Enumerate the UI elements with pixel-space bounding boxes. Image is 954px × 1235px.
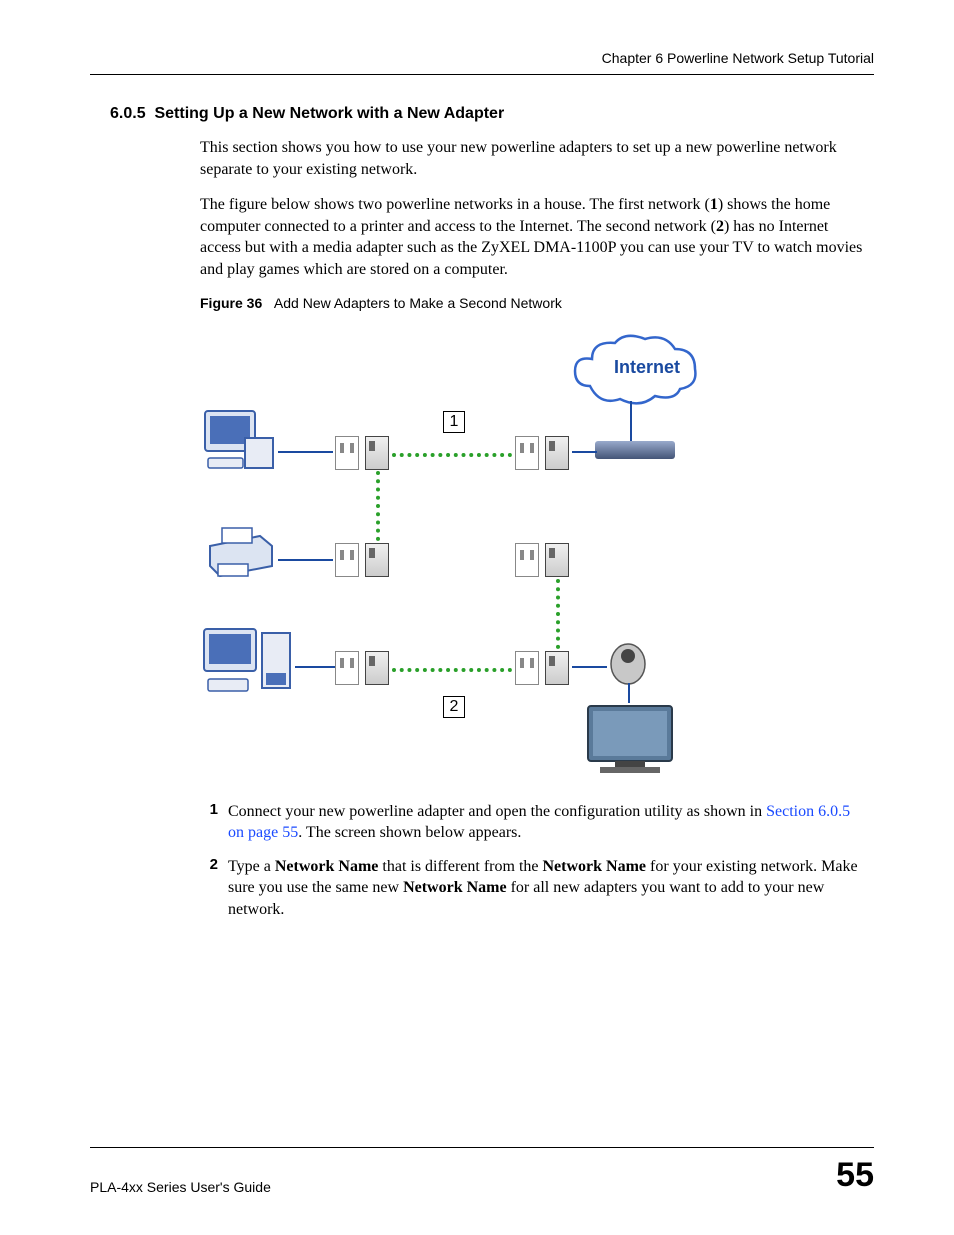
- powerline-link-icon: [392, 668, 512, 672]
- powerline-link-icon: [556, 579, 560, 649]
- footer-guide-title: PLA-4xx Series User's Guide: [90, 1179, 271, 1195]
- figure-title: Add New Adapters to Make a Second Networ…: [274, 295, 562, 311]
- wire-icon: [278, 559, 333, 561]
- media-adapter-icon: [608, 636, 648, 686]
- wire-icon: [295, 666, 335, 668]
- figure-caption: Figure 36 Add New Adapters to Make a Sec…: [200, 295, 874, 311]
- outlet-icon: [515, 651, 539, 685]
- wire-icon: [628, 683, 630, 703]
- printer-icon: [200, 526, 280, 581]
- network-label-2: 2: [443, 696, 465, 718]
- internet-label: Internet: [614, 357, 680, 378]
- network-diagram: Internet 1: [200, 321, 700, 781]
- outlet-icon: [335, 436, 359, 470]
- tv-icon: [580, 701, 680, 781]
- adapter-icon: [545, 543, 569, 577]
- section-heading: 6.0.5 Setting Up a New Network with a Ne…: [110, 105, 874, 123]
- adapter-icon: [545, 651, 569, 685]
- powerline-link-icon: [392, 453, 512, 457]
- network-label-1: 1: [443, 411, 465, 433]
- wire-icon: [572, 451, 597, 453]
- step-text: Type a Network Name that is different fr…: [228, 856, 864, 921]
- page-number: 55: [836, 1156, 874, 1195]
- computer-icon: [200, 406, 280, 476]
- steps-list: 1 Connect your new powerline adapter and…: [200, 801, 864, 921]
- wire-icon: [630, 401, 632, 441]
- outlet-icon: [335, 651, 359, 685]
- modem-icon: [595, 441, 675, 459]
- step-number: 1: [200, 801, 228, 844]
- step-item: 2 Type a Network Name that is different …: [200, 856, 864, 921]
- outlet-icon: [515, 436, 539, 470]
- step-number: 2: [200, 856, 228, 921]
- step-item: 1 Connect your new powerline adapter and…: [200, 801, 864, 844]
- adapter-icon: [365, 543, 389, 577]
- wire-icon: [278, 451, 333, 453]
- figure-label: Figure 36: [200, 295, 262, 311]
- powerline-link-icon: [376, 471, 380, 541]
- outlet-icon: [335, 543, 359, 577]
- outlet-icon: [515, 543, 539, 577]
- intro-paragraph: This section shows you how to use your n…: [200, 137, 864, 180]
- wire-icon: [572, 666, 607, 668]
- step-text: Connect your new powerline adapter and o…: [228, 801, 864, 844]
- adapter-icon: [365, 651, 389, 685]
- figure-description-paragraph: The figure below shows two powerline net…: [200, 194, 864, 280]
- chapter-header: Chapter 6 Powerline Network Setup Tutori…: [90, 50, 874, 75]
- section-title: Setting Up a New Network with a New Adap…: [154, 105, 504, 122]
- adapter-icon: [365, 436, 389, 470]
- section-number: 6.0.5: [110, 105, 146, 122]
- page-footer: PLA-4xx Series User's Guide 55: [90, 1147, 874, 1195]
- computer-tower-icon: [200, 621, 300, 701]
- adapter-icon: [545, 436, 569, 470]
